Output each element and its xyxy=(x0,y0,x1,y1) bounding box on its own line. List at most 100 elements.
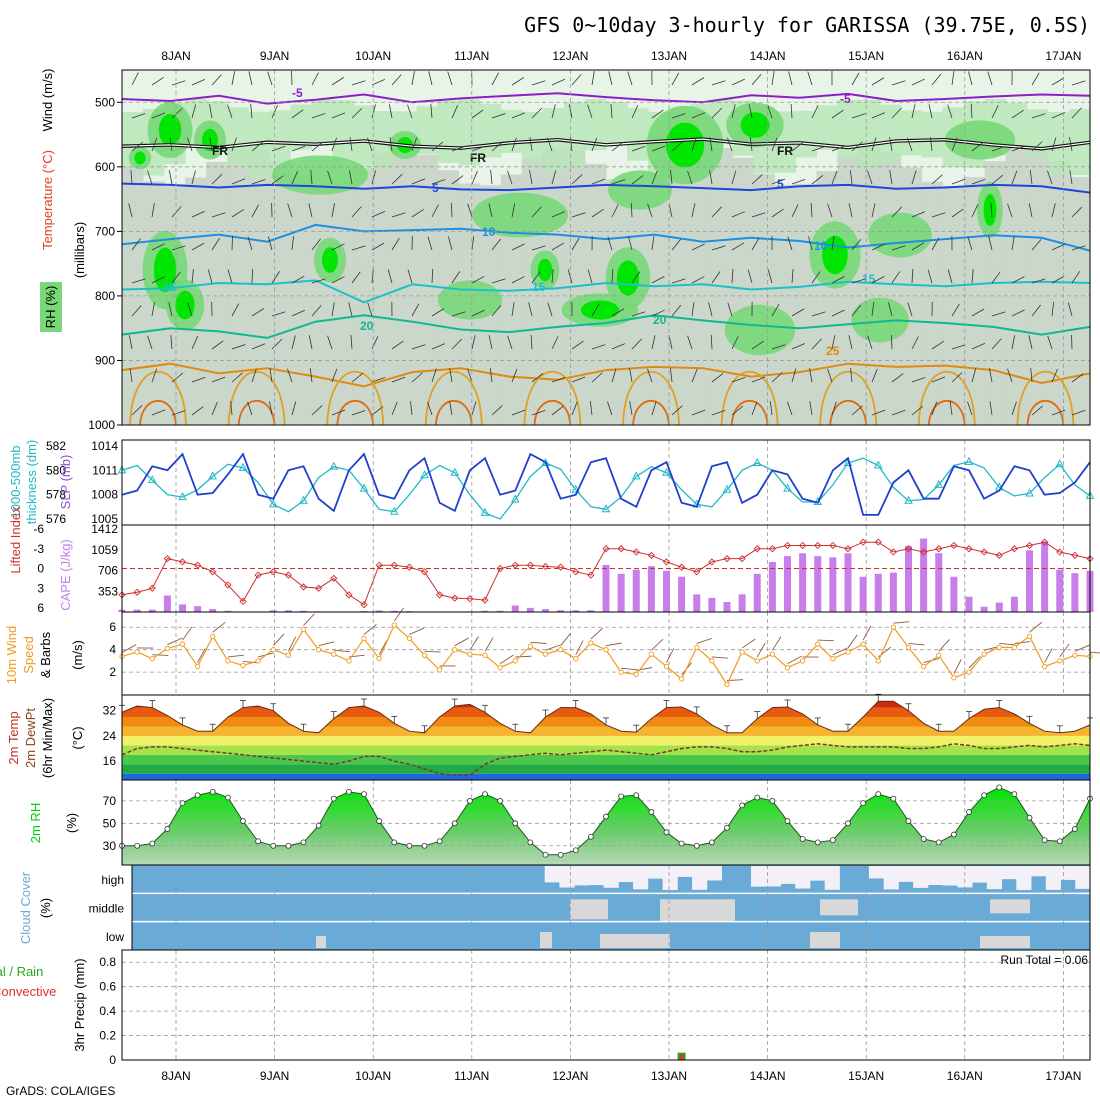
wind-barb xyxy=(287,203,293,218)
lifted-index-marker xyxy=(254,571,262,579)
cape-bar xyxy=(799,553,807,612)
isotherm-30-lobe xyxy=(730,399,769,426)
rh-marker xyxy=(164,826,171,832)
wind-barb xyxy=(928,104,933,119)
wind-barb xyxy=(191,210,205,218)
wind-barb xyxy=(711,271,721,284)
wind-barb xyxy=(331,409,346,416)
isotherm-label: -5 xyxy=(292,86,303,100)
wind-barb xyxy=(947,104,953,119)
wind-barb xyxy=(491,405,503,416)
wind-barb xyxy=(687,170,693,185)
wind-barb xyxy=(431,179,446,185)
rh-band-light xyxy=(416,106,439,155)
cape-bar xyxy=(511,605,519,612)
wind-barb xyxy=(424,650,441,653)
cape-tick-label: 1059 xyxy=(91,543,118,557)
isotherm-25 xyxy=(121,362,1091,388)
wind-barbs-10m xyxy=(121,607,1100,681)
wind-barb xyxy=(248,71,253,86)
wind-barb xyxy=(130,170,133,185)
top-date-label: 16JAN xyxy=(947,49,983,63)
wind-barb xyxy=(271,271,280,284)
wind-speed-marker xyxy=(573,656,579,662)
wind-barb xyxy=(591,137,598,152)
wind-barb xyxy=(888,302,893,317)
wind-barb xyxy=(191,336,199,350)
rh-band-grey xyxy=(963,177,986,425)
wind-barb xyxy=(751,376,766,383)
wind-barb xyxy=(191,104,197,119)
cape-bar xyxy=(133,609,141,612)
wind-barb xyxy=(287,368,293,383)
wind-barb xyxy=(171,206,182,218)
wind-barb xyxy=(1051,409,1066,416)
wind-barb xyxy=(251,343,266,350)
lifted-index-marker xyxy=(617,545,625,553)
rh-band-light xyxy=(1047,111,1070,175)
wind-barb xyxy=(371,78,385,86)
wind-barb xyxy=(991,271,1001,284)
wind-barb xyxy=(767,269,773,284)
rh-band-grey xyxy=(879,152,902,425)
wind-speed-marker xyxy=(860,641,866,647)
lifted-index-marker xyxy=(572,568,580,576)
wind-barb xyxy=(291,275,305,284)
isotherm-30-lobe xyxy=(927,399,966,426)
high-cloud-gap xyxy=(647,866,663,879)
wind-barb xyxy=(832,647,848,656)
wind-barb xyxy=(191,376,206,383)
lifted-index-marker xyxy=(330,574,338,583)
wind-barb xyxy=(1051,368,1058,383)
temp-band xyxy=(122,735,1090,746)
ylabel-slp: SLP (mb) xyxy=(58,455,73,510)
rh-marker xyxy=(315,822,322,829)
wind-barb xyxy=(809,368,813,383)
wind-barb xyxy=(571,174,583,185)
cape-bar xyxy=(179,604,186,612)
rh-marker xyxy=(981,792,988,799)
wind-barb xyxy=(391,237,400,251)
wind-barb xyxy=(529,170,533,185)
wind-barb xyxy=(471,109,484,119)
wind-barb xyxy=(988,236,993,251)
rh-band-grey xyxy=(753,173,775,425)
wind-speed-marker xyxy=(557,647,564,653)
isotherm-20 xyxy=(121,314,1091,339)
wind-barb xyxy=(191,269,194,284)
wind-barbs-upper xyxy=(128,70,1086,416)
isotherm-25-lobe xyxy=(424,370,483,426)
pressure-tick-label: 900 xyxy=(95,353,115,367)
wind-barb xyxy=(267,71,273,86)
cape-bar xyxy=(950,576,958,612)
wind-barb xyxy=(987,71,993,86)
wind-barb xyxy=(1031,141,1043,152)
wind-barb xyxy=(211,376,226,383)
wind-barb xyxy=(591,303,600,317)
wind-barb xyxy=(451,175,464,185)
wind-barb xyxy=(927,269,933,284)
high-cloud-gap xyxy=(692,866,708,890)
cape-bar xyxy=(980,606,988,612)
high-cloud-gap xyxy=(942,866,958,886)
thickness-marker xyxy=(268,499,278,508)
wind-barb xyxy=(971,343,986,350)
isotherm-25-lobe xyxy=(129,370,187,426)
pressure-tick-label: 1000 xyxy=(88,418,115,432)
wind-barb xyxy=(310,170,313,185)
cape-bar xyxy=(209,609,217,612)
rh-band-light xyxy=(374,110,397,168)
thickness-marker xyxy=(510,494,520,503)
lifted-index-marker xyxy=(753,545,761,553)
wind-barb xyxy=(409,627,425,635)
wind-barb xyxy=(971,178,986,185)
wind-speed-marker xyxy=(240,662,246,669)
wind-barb xyxy=(991,146,1006,152)
wind-barb xyxy=(167,637,183,645)
lifted-index-marker xyxy=(269,568,277,576)
wind-barb xyxy=(631,271,641,284)
wind-barb xyxy=(1089,651,1100,654)
wind-barb xyxy=(1011,145,1026,152)
wind-barb xyxy=(621,667,638,671)
rh-marker xyxy=(663,829,670,836)
